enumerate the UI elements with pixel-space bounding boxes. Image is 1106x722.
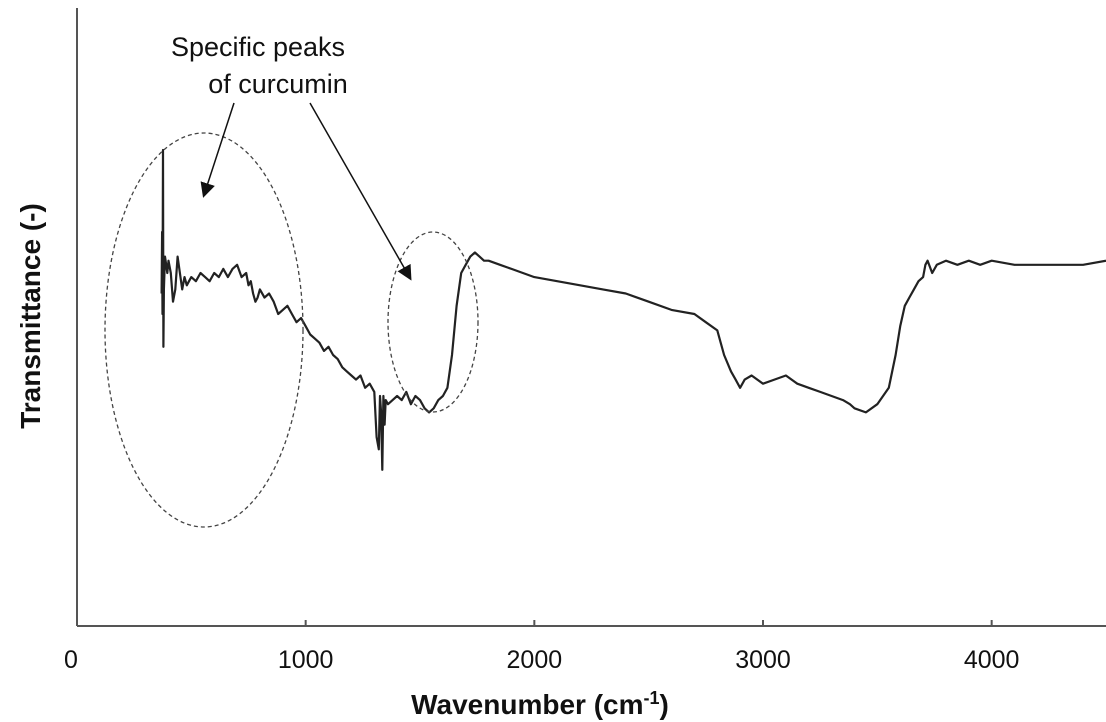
annotation-arrow-right bbox=[309, 102, 412, 281]
annotation-arrow-left bbox=[200, 102, 235, 198]
annotation-label-line1: Specific peaks bbox=[171, 32, 345, 62]
x-tick-label: 4000 bbox=[964, 646, 1020, 674]
annotation-ellipse-right bbox=[387, 231, 479, 413]
x-axis-title: Wavenumber (cm-1) bbox=[411, 688, 669, 720]
x-axis-title-main: Wavenumber (cm bbox=[411, 689, 643, 720]
x-axis-tick-labels: 0 1000 2000 3000 4000 bbox=[64, 646, 1019, 674]
x-tick-label: 3000 bbox=[735, 646, 791, 674]
annotation-ellipse-left bbox=[104, 132, 304, 528]
annotation-label-line2: of curcumin bbox=[208, 69, 348, 99]
x-axis-title-close: ) bbox=[660, 689, 669, 720]
y-axis-title: Transmittance (-) bbox=[15, 203, 46, 429]
x-tick-label: 1000 bbox=[278, 646, 334, 674]
x-axis-ticks bbox=[76, 620, 993, 626]
x-tick-label: 0 bbox=[64, 646, 78, 674]
series-line-spectrum bbox=[160, 148, 1106, 471]
x-tick-label: 2000 bbox=[507, 646, 563, 674]
x-axis-title-superscript: -1 bbox=[644, 688, 660, 708]
